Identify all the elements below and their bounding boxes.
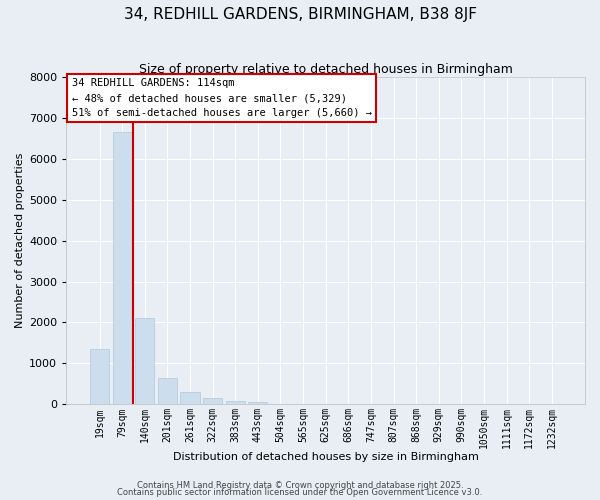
- Text: 34, REDHILL GARDENS, BIRMINGHAM, B38 8JF: 34, REDHILL GARDENS, BIRMINGHAM, B38 8JF: [124, 8, 476, 22]
- Bar: [203, 398, 222, 404]
- Bar: [113, 132, 132, 404]
- Bar: [248, 402, 268, 404]
- Y-axis label: Number of detached properties: Number of detached properties: [15, 153, 25, 328]
- Title: Size of property relative to detached houses in Birmingham: Size of property relative to detached ho…: [139, 62, 512, 76]
- Bar: [135, 318, 154, 404]
- Bar: [181, 392, 200, 404]
- Text: Contains HM Land Registry data © Crown copyright and database right 2025.: Contains HM Land Registry data © Crown c…: [137, 480, 463, 490]
- X-axis label: Distribution of detached houses by size in Birmingham: Distribution of detached houses by size …: [173, 452, 479, 462]
- Bar: [90, 349, 109, 405]
- Bar: [158, 378, 177, 404]
- Text: Contains public sector information licensed under the Open Government Licence v3: Contains public sector information licen…: [118, 488, 482, 497]
- Bar: [226, 401, 245, 404]
- Text: 34 REDHILL GARDENS: 114sqm
← 48% of detached houses are smaller (5,329)
51% of s: 34 REDHILL GARDENS: 114sqm ← 48% of deta…: [71, 78, 371, 118]
